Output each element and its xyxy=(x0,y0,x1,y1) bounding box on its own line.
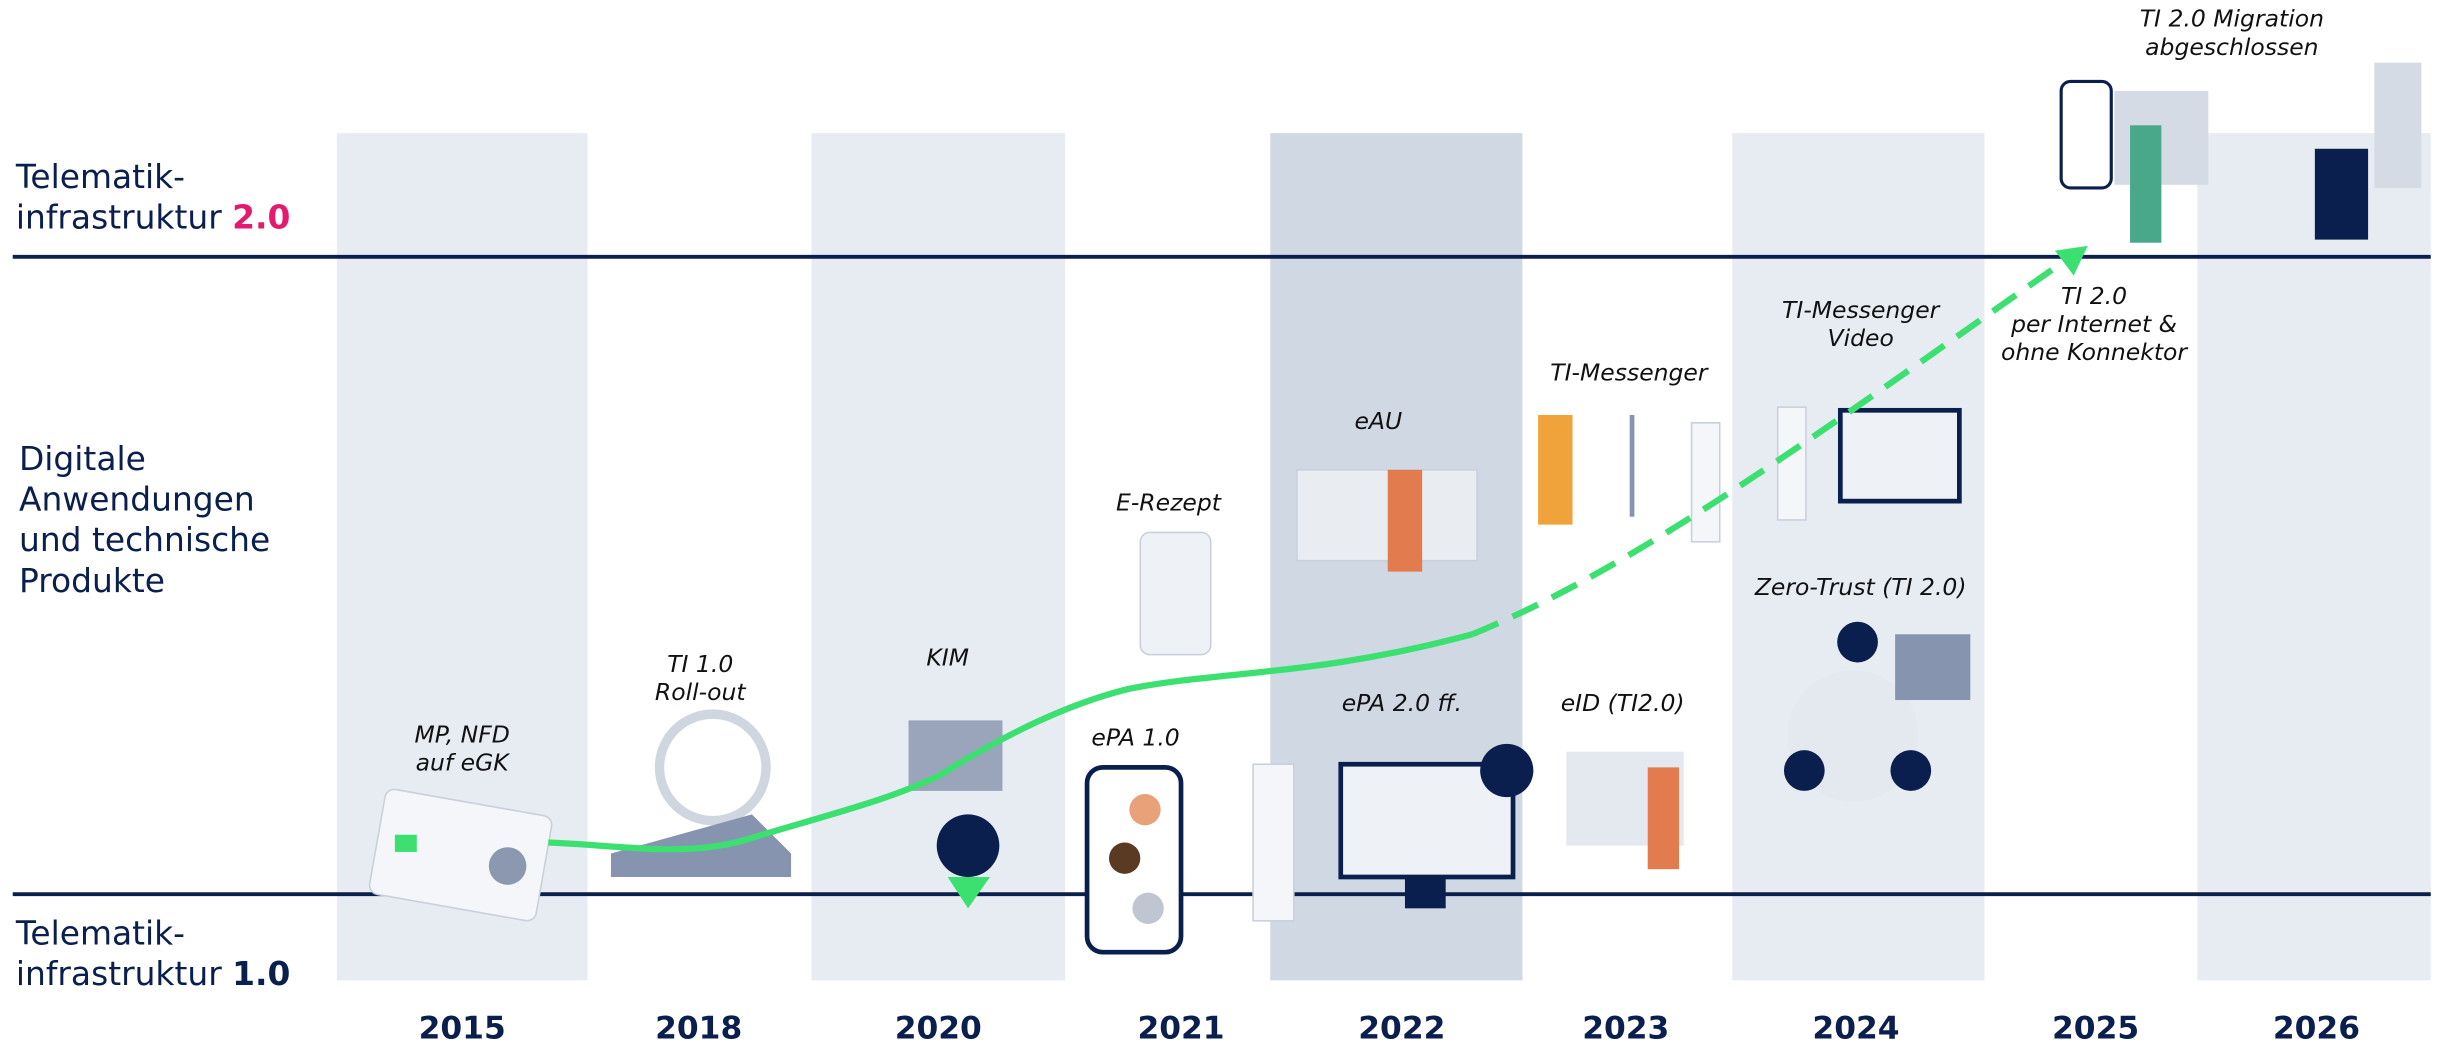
person xyxy=(1538,415,1572,525)
monitor xyxy=(1840,410,1959,501)
doctor xyxy=(1253,764,1294,921)
milestone-label: ePA 2.0 ff. xyxy=(1342,689,1462,717)
year-label: 2018 xyxy=(655,1010,742,1043)
level-label: Telematik- xyxy=(15,913,185,952)
column xyxy=(1732,133,1984,980)
milestone-label: Zero-Trust (TI 2.0) xyxy=(1754,573,1967,601)
milestone-label: E-Rezept xyxy=(1116,489,1222,517)
phone xyxy=(1140,532,1210,654)
servers xyxy=(1895,634,1970,700)
person xyxy=(1388,470,1422,572)
year-label: 2021 xyxy=(1137,1010,1224,1043)
level-label: infrastruktur xyxy=(16,954,222,993)
level-label: Digitale xyxy=(19,439,146,478)
milestone-label: MP, NFD xyxy=(415,720,510,748)
level-label: Produkte xyxy=(19,561,165,600)
building xyxy=(2374,63,2421,188)
milestone-label: auf eGK xyxy=(416,749,511,777)
photo xyxy=(489,847,527,885)
level-label: Telematik- xyxy=(15,157,185,196)
level-version: 1.0 xyxy=(232,954,290,993)
seal xyxy=(937,814,1000,877)
level-label: Anwendungen xyxy=(19,480,255,519)
doctor xyxy=(1778,407,1806,520)
level-label: infrastruktur 1.0 xyxy=(16,954,291,993)
arrow-head xyxy=(2055,246,2088,276)
cross xyxy=(1784,750,1825,791)
milestone-label: TI 2.0 xyxy=(2061,282,2127,310)
avatar xyxy=(1132,893,1163,924)
milestone-label: abgeschlossen xyxy=(2145,33,2318,61)
avatar xyxy=(1129,794,1160,825)
nurse xyxy=(2130,125,2161,242)
level-label: infrastruktur xyxy=(16,198,222,237)
check xyxy=(1837,622,1878,663)
year-label: 2015 xyxy=(419,1010,506,1043)
timeline: Telematik- infrastruktur 2.0 Telematik- … xyxy=(0,0,2456,1043)
year-label: 2024 xyxy=(1812,1010,1899,1043)
year-label: 2022 xyxy=(1358,1010,1445,1043)
milestone-label: Video xyxy=(1828,324,1894,352)
year-label: 2025 xyxy=(2052,1010,2139,1043)
level-label: und technische xyxy=(19,520,270,559)
milestone-label: KIM xyxy=(926,644,969,672)
milestone-label: eID (TI2.0) xyxy=(1561,689,1685,717)
level-version: 2.0 xyxy=(232,198,290,237)
column xyxy=(2197,133,2430,980)
year-label: 2023 xyxy=(1582,1010,1669,1043)
chip xyxy=(395,835,417,852)
device xyxy=(2315,149,2368,240)
hospital xyxy=(2114,91,2208,185)
icon xyxy=(660,714,766,820)
year-label: 2020 xyxy=(895,1010,982,1043)
office xyxy=(1297,470,1477,561)
milestone-label: TI-Messenger xyxy=(1550,359,1709,387)
year-label: 2026 xyxy=(2273,1010,2360,1043)
milestone-label: ePA 1.0 xyxy=(1091,723,1179,751)
milestone-label: per Internet & xyxy=(2010,310,2177,338)
doctor xyxy=(1692,423,1720,542)
milestone-label: TI-Messenger xyxy=(1782,296,1941,324)
circle xyxy=(1890,750,1931,791)
sync xyxy=(1480,744,1533,797)
phone xyxy=(2061,81,2111,187)
stand xyxy=(1405,877,1446,908)
level-label: infrastruktur 2.0 xyxy=(16,198,291,237)
avatar xyxy=(1109,843,1140,874)
milestone-label: Roll-out xyxy=(655,678,746,706)
milestone-label: ohne Konnektor xyxy=(2001,338,2188,366)
milestone-label: TI 1.0 xyxy=(667,650,733,678)
milestone-label: eAU xyxy=(1354,407,1402,435)
milestone-label: TI 2.0 Migration xyxy=(2140,5,2324,33)
person xyxy=(1648,767,1679,869)
